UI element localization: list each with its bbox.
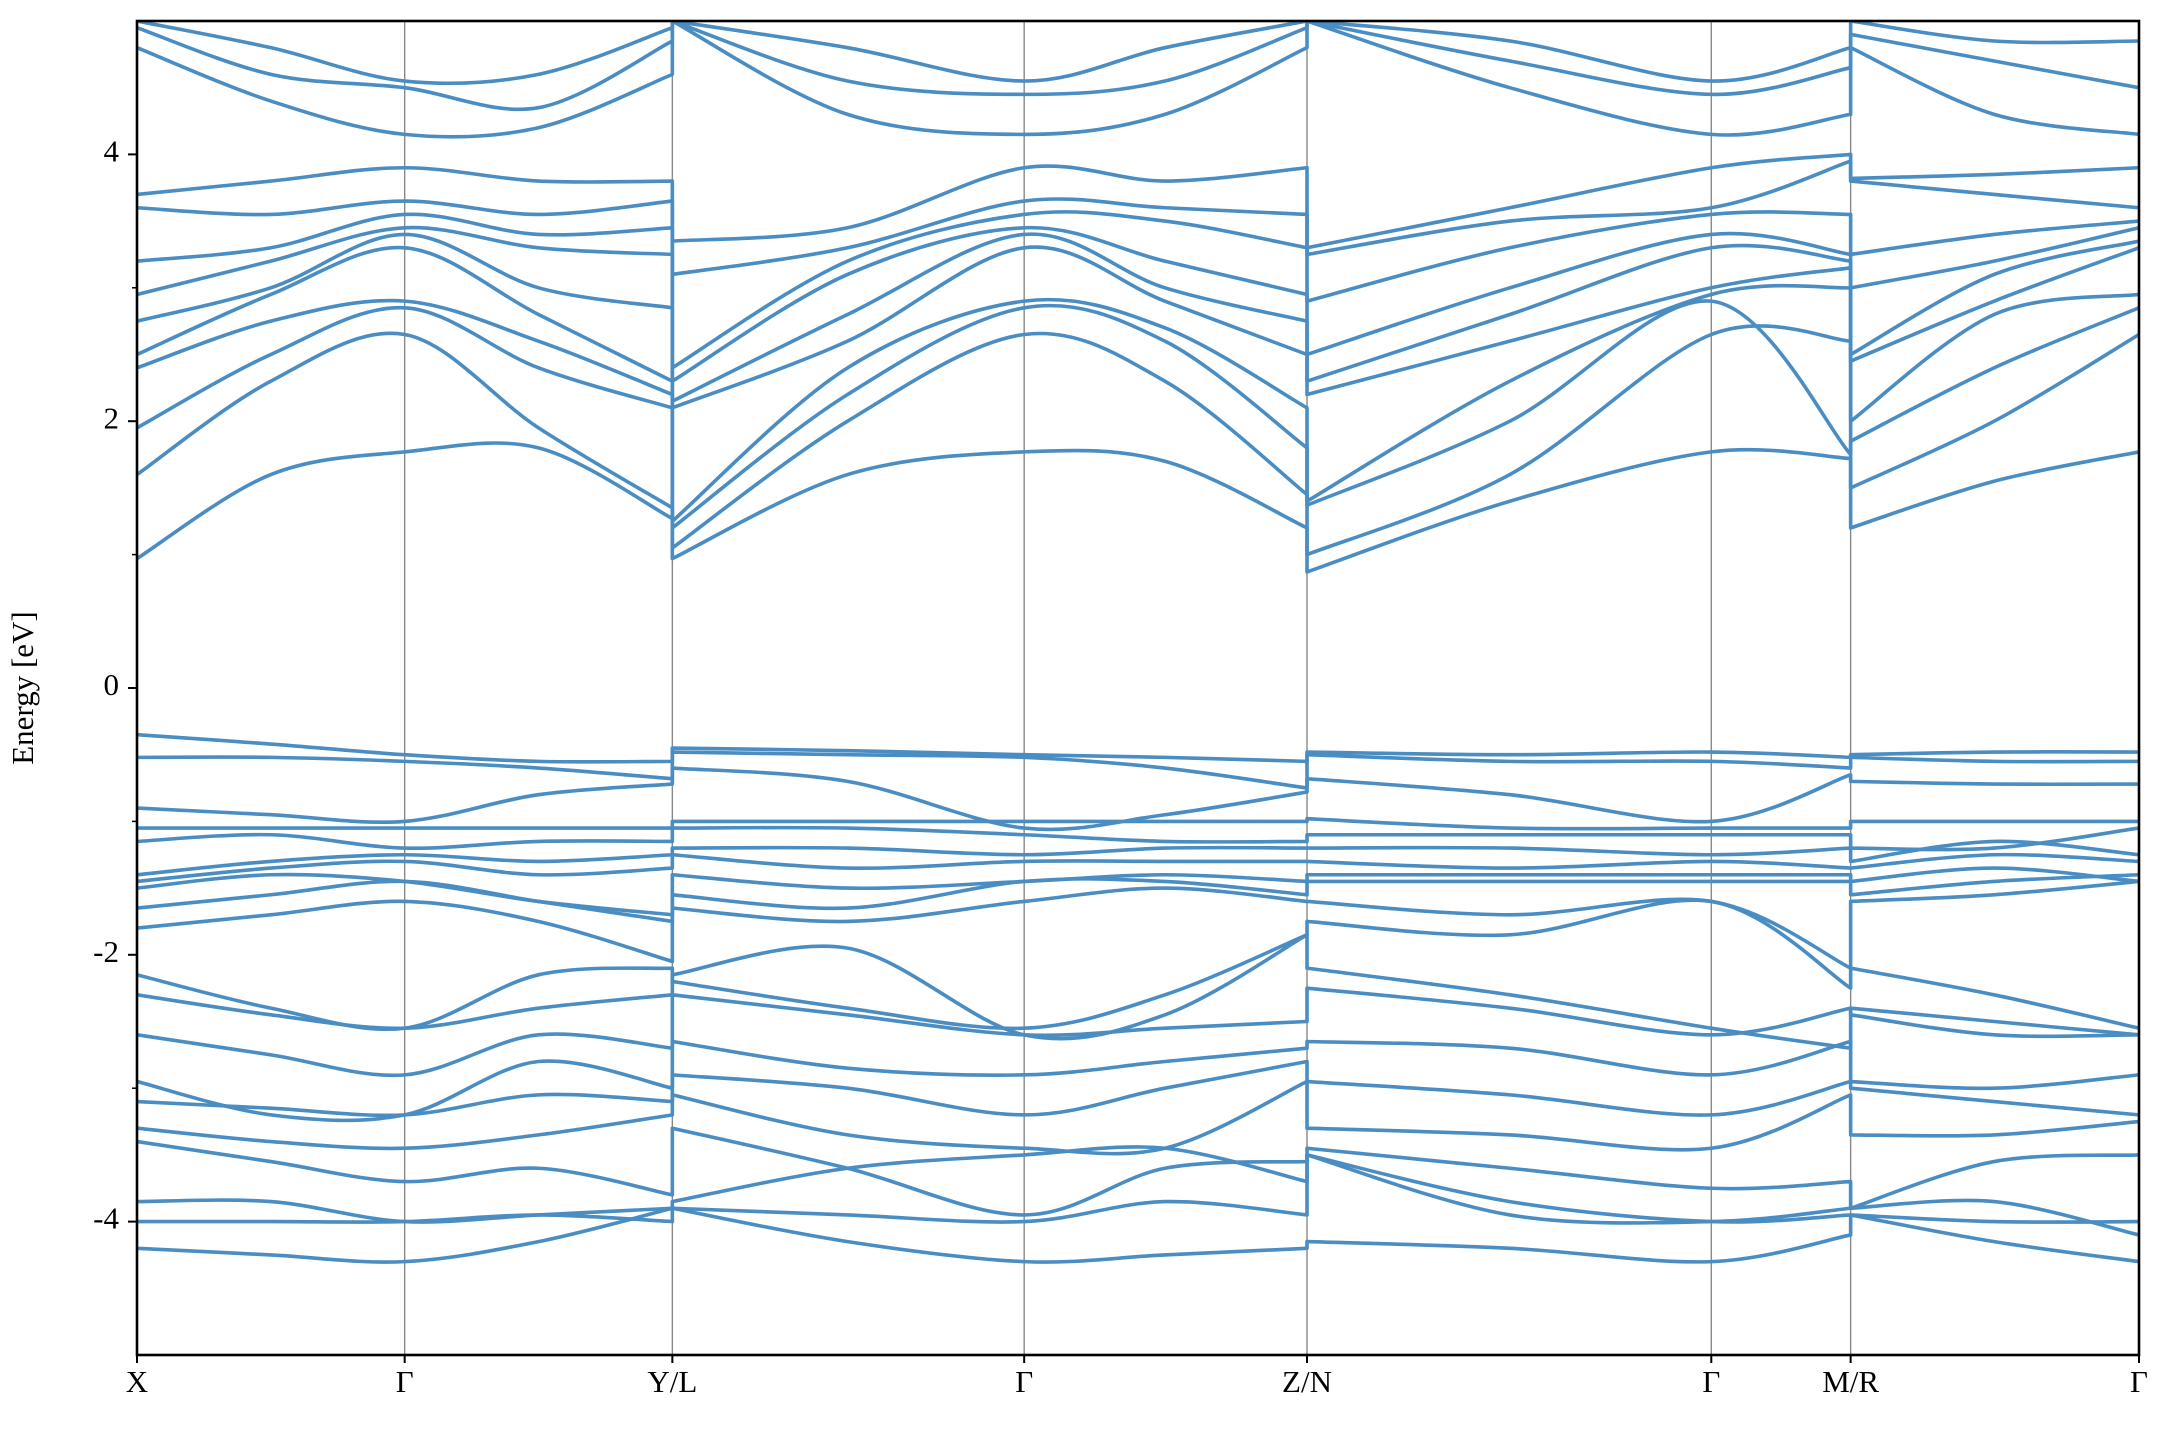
band-line: [137, 1059, 2139, 1118]
band-line: [137, 1126, 2139, 1217]
band-line: [137, 441, 2139, 574]
band-line: [137, 299, 2139, 530]
band-line: [137, 324, 2139, 557]
x-tick-label: Γ: [1702, 1364, 1720, 1399]
band-line: [137, 245, 2139, 410]
x-tick-label: Z/N: [1282, 1364, 1332, 1399]
band-line: [137, 1079, 2139, 1156]
y-tick-label: 0: [104, 667, 120, 702]
band-line: [137, 732, 2139, 764]
y-tick-label: -4: [93, 1201, 119, 1236]
band-line: [137, 852, 2139, 884]
y-tick-label: -2: [93, 934, 119, 969]
band-line: [137, 932, 2139, 1050]
y-tick-label: 4: [104, 134, 120, 169]
band-line: [137, 152, 2139, 250]
band-line: [137, 1153, 2139, 1237]
band-line: [137, 986, 2139, 1078]
band-line: [137, 159, 2139, 277]
band-line: [137, 1039, 2139, 1123]
x-tick-label: X: [126, 1364, 148, 1399]
band-line: [137, 825, 2139, 852]
band-line: [137, 210, 2139, 370]
x-tick-label: Γ: [2130, 1364, 2148, 1399]
band-line: [137, 816, 2139, 831]
band-line: [137, 21, 2139, 112]
band-line: [137, 21, 2139, 86]
plot-frame: [135, 19, 2141, 1357]
x-tick-label: Γ: [396, 1364, 414, 1399]
band-line: [137, 872, 2139, 924]
band-line: [137, 898, 2139, 1032]
band-line: [137, 839, 2139, 877]
bands: [137, 21, 2139, 1264]
band-line: [137, 283, 2139, 524]
x-tick-label: Y/L: [647, 1364, 697, 1399]
y-axis-label: Energy [eV]: [5, 611, 40, 765]
band-line: [137, 866, 2139, 917]
x-tick-label: Γ: [1015, 1364, 1033, 1399]
band-line: [137, 232, 2139, 403]
y-tick-label: 2: [104, 400, 120, 435]
x-tick-label: M/R: [1822, 1364, 1879, 1399]
band-line: [137, 879, 2139, 970]
band-line: [137, 1145, 2139, 1224]
band-line: [137, 225, 2139, 383]
band-line: [137, 1206, 2139, 1264]
band-line: [137, 21, 2139, 139]
band-line: [137, 750, 2139, 790]
